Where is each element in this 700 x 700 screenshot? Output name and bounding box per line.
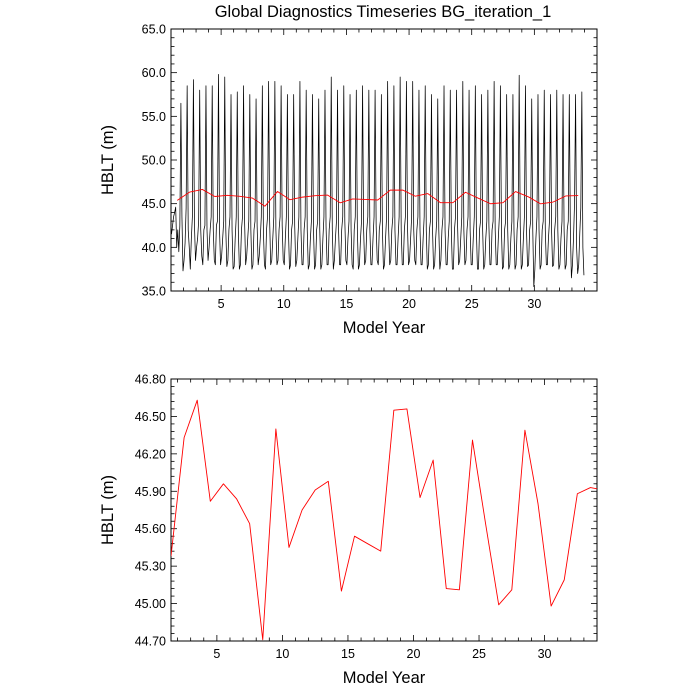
- y-tick-label: 45.00: [135, 597, 166, 611]
- x-axis-label: Model Year: [343, 669, 426, 687]
- y-axis-label: HBLT (m): [99, 125, 117, 195]
- y-tick-label: 65.0: [142, 23, 166, 37]
- y-tick-label: 45.60: [135, 522, 166, 536]
- x-tick-label: 10: [275, 647, 289, 661]
- series-line-annual: [171, 399, 597, 641]
- y-tick-label: 45.90: [135, 485, 166, 499]
- x-tick-label: 25: [465, 297, 479, 311]
- x-tick-label: 5: [213, 647, 220, 661]
- figure-title: Global Diagnostics Timeseries BG_iterati…: [215, 3, 552, 21]
- y-tick-label: 35.0: [142, 285, 166, 299]
- y-tick-label: 60.0: [142, 66, 166, 80]
- y-tick-label: 45.0: [142, 197, 166, 211]
- plot-frame: [170, 378, 598, 642]
- y-tick-label: 50.0: [142, 154, 166, 168]
- chart-top: 5 10 15 20 25 30 35.0 40.0 45.0 50.0 55.0 60.0 65.0 M…: [99, 23, 598, 337]
- x-tick-label: 30: [527, 297, 541, 311]
- series-line-monthly: [171, 74, 585, 288]
- y-axis-label: HBLT (m): [99, 475, 117, 545]
- y-tick-label: 46.20: [135, 447, 166, 461]
- x-tick-label: 20: [407, 647, 421, 661]
- chart-bottom: 5 10 15 20 25 30 44.70 45.00 45.30 45.60 45.90 46.2…: [99, 373, 598, 687]
- x-tick-label: 20: [402, 297, 416, 311]
- y-tick-label: 46.80: [135, 373, 166, 387]
- y-tick-label: 45.30: [135, 560, 166, 574]
- x-tick-label: 30: [538, 647, 552, 661]
- y-tick-label: 46.50: [135, 410, 166, 424]
- x-tick-label: 15: [339, 297, 353, 311]
- y-tick-label: 44.70: [135, 635, 166, 649]
- series-line-annual: [177, 188, 579, 207]
- x-tick-label: 15: [341, 647, 355, 661]
- x-tick-label: 10: [277, 297, 291, 311]
- x-tick-label: 5: [218, 297, 225, 311]
- x-axis-label: Model Year: [343, 319, 426, 337]
- x-tick-label: 25: [472, 647, 486, 661]
- y-tick-label: 55.0: [142, 110, 166, 124]
- y-tick-label: 40.0: [142, 241, 166, 255]
